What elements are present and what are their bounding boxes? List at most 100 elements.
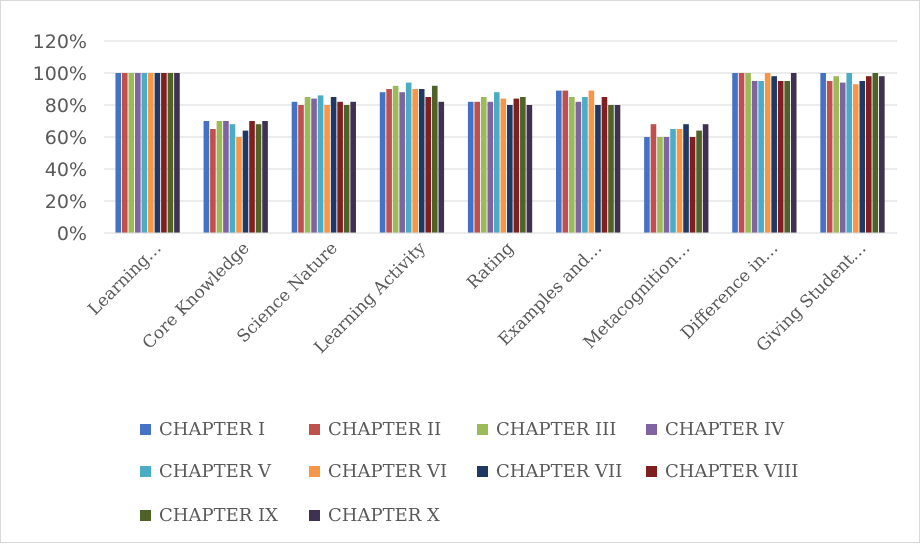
legend-swatch — [477, 424, 488, 435]
bar — [852, 84, 859, 233]
y-tick-label: 80% — [45, 95, 87, 117]
bar — [467, 101, 474, 233]
bar — [520, 97, 526, 233]
legend-item: CHAPTER X — [309, 505, 440, 526]
bar — [242, 130, 249, 233]
bar — [745, 73, 751, 233]
bar — [141, 73, 148, 233]
bar — [121, 73, 128, 233]
bar — [399, 92, 405, 233]
bar — [304, 97, 311, 233]
legend-label: CHAPTER VI — [328, 461, 447, 482]
bar — [210, 129, 216, 233]
bar — [262, 121, 268, 233]
bar — [872, 73, 879, 233]
legend-swatch — [140, 424, 151, 435]
bar — [431, 85, 438, 233]
category-label: Rating — [463, 238, 518, 293]
legend-label: CHAPTER X — [328, 505, 440, 526]
bar — [487, 101, 494, 233]
bar — [670, 129, 676, 233]
bar — [507, 105, 513, 233]
bar — [702, 124, 709, 233]
bar — [128, 73, 135, 233]
bar — [758, 81, 764, 233]
legend-item: CHAPTER III — [477, 419, 616, 440]
bar — [330, 97, 337, 233]
bar — [738, 73, 745, 233]
bar — [732, 73, 738, 233]
legend-item: CHAPTER VII — [477, 461, 622, 482]
bar — [683, 124, 689, 233]
legend-label: CHAPTER II — [328, 419, 441, 440]
legend-swatch — [140, 510, 151, 521]
bar — [154, 73, 161, 233]
bar — [820, 73, 826, 233]
bar — [608, 105, 614, 233]
bar — [601, 97, 608, 233]
legend-label: CHAPTER IV — [665, 419, 785, 440]
bar — [392, 85, 399, 233]
y-tick-label: 100% — [33, 63, 87, 85]
legend-item: CHAPTER IX — [140, 505, 278, 526]
legend-item: CHAPTER VI — [309, 461, 447, 482]
y-axis-tick-labels: 0% 20% 40% 60% 80% 100% 120% — [33, 31, 87, 245]
bar — [148, 73, 154, 233]
bar — [650, 124, 657, 233]
bar — [562, 90, 569, 233]
bar — [311, 98, 317, 233]
bar — [676, 129, 683, 233]
legend-swatch — [309, 510, 320, 521]
legend-swatch — [477, 466, 488, 477]
bar — [777, 81, 784, 233]
category-label: Learning… — [84, 238, 165, 319]
bar — [161, 73, 167, 233]
bar — [696, 130, 702, 233]
bar — [135, 73, 141, 233]
bar — [588, 90, 595, 233]
legend-label: CHAPTER I — [159, 419, 265, 440]
bar — [556, 90, 562, 233]
bar — [438, 101, 445, 233]
bar — [216, 121, 223, 233]
bar — [595, 105, 601, 233]
bar — [350, 101, 356, 233]
bar — [223, 121, 229, 233]
bar — [298, 105, 304, 233]
legend-label: CHAPTER VIII — [665, 461, 798, 482]
bar — [317, 95, 324, 234]
bar — [418, 89, 425, 233]
bar — [879, 76, 885, 233]
y-tick-label: 0% — [57, 223, 87, 245]
bar — [229, 124, 236, 233]
legend-swatch — [309, 424, 320, 435]
bar — [846, 73, 853, 233]
bar — [513, 98, 520, 233]
legend-item: CHAPTER V — [140, 461, 272, 482]
bar — [115, 73, 122, 233]
bar — [790, 73, 797, 233]
bar — [500, 98, 507, 233]
bar — [764, 73, 771, 233]
bar — [405, 82, 412, 233]
bar — [771, 76, 777, 233]
legend-item: CHAPTER I — [140, 419, 265, 440]
y-tick-label: 120% — [33, 31, 87, 53]
legend-item: CHAPTER IV — [646, 419, 785, 440]
bar — [291, 101, 298, 233]
legend-label: CHAPTER III — [496, 419, 616, 440]
bar — [249, 121, 255, 233]
legend-swatch — [646, 424, 657, 435]
bar — [569, 97, 575, 233]
bar — [203, 121, 210, 233]
legend: CHAPTER I CHAPTER II CHAPTER III CHAPTER IV… — [140, 419, 798, 526]
bar — [255, 124, 262, 233]
bar — [236, 137, 242, 233]
bar — [480, 97, 487, 233]
bar — [826, 81, 833, 233]
legend-label: CHAPTER IX — [159, 505, 278, 526]
bar — [526, 105, 533, 233]
bar — [657, 137, 663, 233]
bar — [833, 76, 839, 233]
